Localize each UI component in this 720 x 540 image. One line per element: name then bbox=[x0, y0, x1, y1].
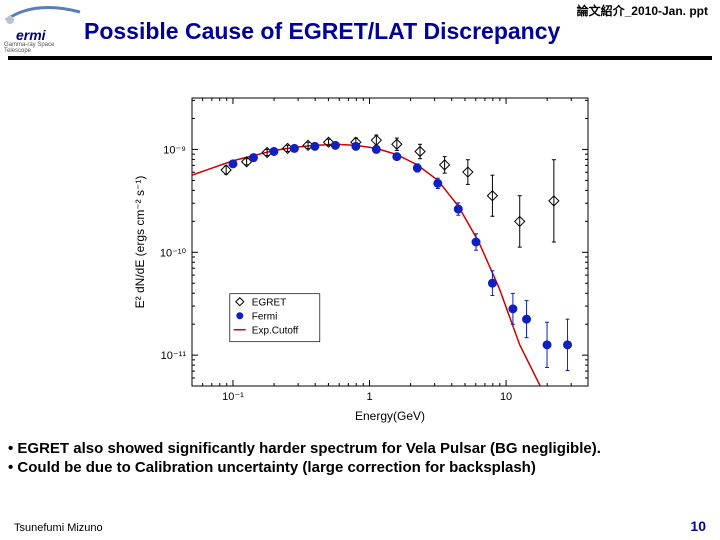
svg-text:EGRET: EGRET bbox=[252, 298, 286, 309]
bullet-1: • EGRET also showed significantly harder… bbox=[8, 440, 712, 459]
svg-text:1: 1 bbox=[366, 391, 372, 403]
fermi-logo: ermi Gamma-ray Space Telescope bbox=[4, 2, 82, 62]
bullets: • EGRET also showed significantly harder… bbox=[8, 440, 712, 478]
page-title: Possible Cause of EGRET/LAT Discrepancy bbox=[84, 18, 560, 45]
page-number: 10 bbox=[690, 518, 706, 534]
bullet-2: • Could be due to Calibration uncertaint… bbox=[8, 459, 712, 478]
spectrum-chart: 10⁻¹ 1 10 10⁻¹¹ 10⁻¹⁰ 10⁻⁹ Energy(GeV) E² dN/dE… bbox=[130, 86, 600, 426]
svg-text:10⁻¹: 10⁻¹ bbox=[222, 391, 244, 403]
svg-text:Energy(GeV): Energy(GeV) bbox=[355, 409, 425, 423]
logo-sub-text: Gamma-ray Space Telescope bbox=[4, 42, 82, 54]
chart-svg: 10⁻¹ 1 10 10⁻¹¹ 10⁻¹⁰ 10⁻⁹ Energy(GeV) E² dN/dE… bbox=[130, 86, 600, 426]
swoosh-icon bbox=[4, 2, 82, 30]
svg-text:10⁻¹¹: 10⁻¹¹ bbox=[161, 350, 187, 362]
header: ermi Gamma-ray Space Telescope 論文紹介_2010… bbox=[0, 0, 720, 72]
svg-text:10⁻¹⁰: 10⁻¹⁰ bbox=[160, 247, 187, 259]
svg-text:E² dN/dE (ergs cm⁻² s⁻¹): E² dN/dE (ergs cm⁻² s⁻¹) bbox=[133, 176, 147, 309]
svg-text:10: 10 bbox=[500, 391, 512, 403]
svg-text:10⁻⁹: 10⁻⁹ bbox=[163, 144, 186, 156]
footer-author: Tsunefumi Mizuno bbox=[14, 522, 103, 534]
title-rule bbox=[8, 56, 712, 60]
logo-main-text: ermi bbox=[16, 27, 46, 43]
svg-text:Fermi: Fermi bbox=[252, 312, 278, 323]
doc-ref: 論文紹介_2010-Jan. ppt bbox=[577, 2, 708, 19]
svg-text:Exp.Cutoff: Exp.Cutoff bbox=[252, 326, 299, 337]
